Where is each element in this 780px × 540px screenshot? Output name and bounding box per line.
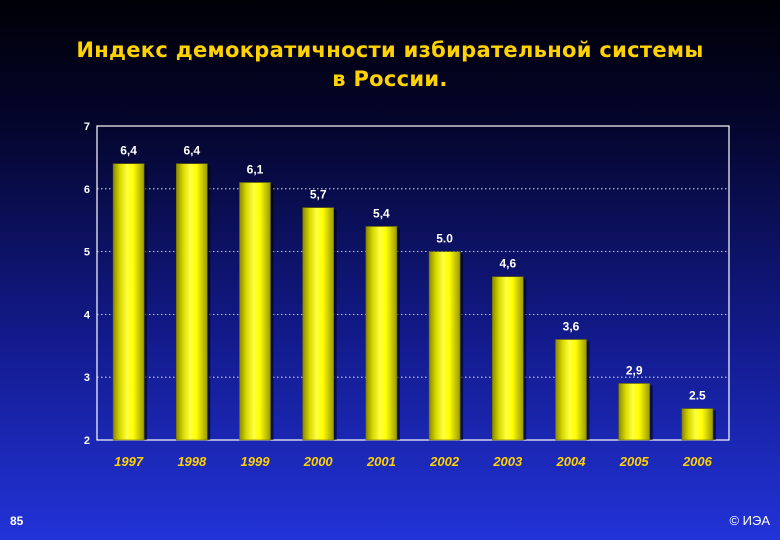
x-tick-label: 2002 xyxy=(429,454,460,469)
slide-title: Индекс демократичности избирательной сис… xyxy=(0,36,780,94)
x-tick-label: 1997 xyxy=(114,454,144,469)
y-tick-label: 6 xyxy=(84,184,90,196)
bar xyxy=(112,163,145,441)
y-tick-label: 2 xyxy=(84,435,90,447)
bar xyxy=(618,383,651,441)
bar xyxy=(428,251,461,441)
bar xyxy=(176,163,208,441)
bar xyxy=(365,226,398,441)
y-tick-label: 7 xyxy=(84,121,90,133)
x-tick-label: 2003 xyxy=(492,454,523,469)
copyright-text: © ИЭА xyxy=(729,513,770,528)
x-tick-label: 2006 xyxy=(682,454,713,469)
y-tick-label: 4 xyxy=(84,309,91,321)
x-tick-label: 2005 xyxy=(619,454,650,469)
x-tick-label: 1999 xyxy=(241,454,271,469)
y-tick-label: 3 xyxy=(84,372,90,384)
data-label: 6,4 xyxy=(183,144,200,158)
data-label: 5,7 xyxy=(310,188,327,202)
data-label: 4,6 xyxy=(499,257,516,271)
data-label: 2,9 xyxy=(626,363,643,377)
plot-area-frame xyxy=(96,125,730,441)
x-tick-label: 2004 xyxy=(556,454,587,469)
bar xyxy=(555,339,587,441)
y-tick-label: 5 xyxy=(84,247,90,259)
slide-title-line-2: в России. xyxy=(332,67,448,91)
data-label: 5.0 xyxy=(436,232,453,246)
data-label: 6,4 xyxy=(120,144,137,158)
bar xyxy=(302,207,335,441)
bar xyxy=(239,182,271,441)
slide-number: 85 xyxy=(10,514,24,528)
x-tick-label: 2000 xyxy=(303,454,334,469)
x-tick-label: 2001 xyxy=(366,454,396,469)
data-label: 6,1 xyxy=(247,163,264,177)
data-label: 2.5 xyxy=(689,389,706,403)
bar xyxy=(491,276,524,441)
data-label: 3,6 xyxy=(563,320,580,334)
slide-title-line-1: Индекс демократичности избирательной сис… xyxy=(76,38,704,62)
x-tick-label: 1998 xyxy=(177,454,207,469)
data-label: 5,4 xyxy=(373,206,390,220)
bar xyxy=(681,408,714,441)
